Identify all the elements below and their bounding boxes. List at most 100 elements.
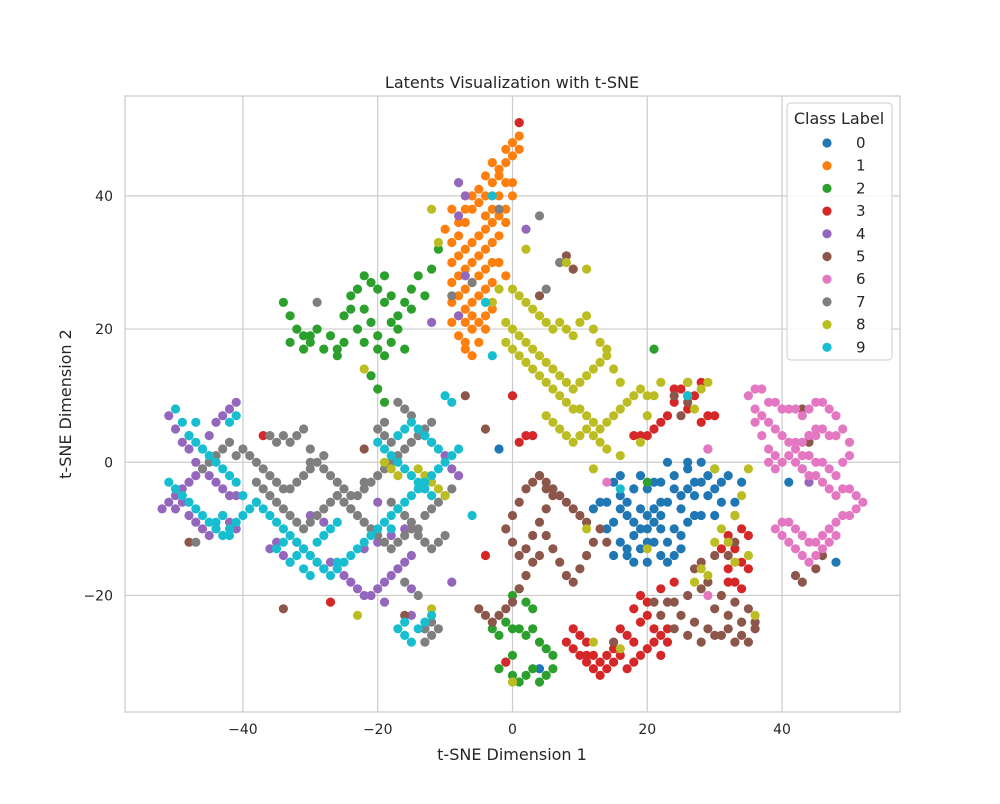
point-class-2 bbox=[534, 677, 545, 687]
point-class-6 bbox=[838, 484, 848, 494]
point-class-0 bbox=[642, 524, 652, 534]
point-class-6 bbox=[790, 404, 801, 414]
point-class-7 bbox=[406, 517, 416, 527]
point-class-1 bbox=[454, 251, 464, 261]
point-class-8 bbox=[582, 424, 592, 434]
point-class-5 bbox=[669, 391, 679, 401]
legend: Class Label 0 1 2 3 4 5 6 7 8 9 bbox=[786, 102, 893, 361]
point-class-7 bbox=[427, 504, 437, 514]
point-class-4 bbox=[177, 484, 187, 494]
point-class-2 bbox=[366, 277, 376, 288]
point-class-8 bbox=[609, 411, 619, 421]
point-class-9 bbox=[278, 524, 288, 534]
point-class-2 bbox=[352, 284, 363, 294]
point-class-6 bbox=[784, 537, 794, 547]
point-class-8 bbox=[683, 377, 693, 387]
point-class-5 bbox=[534, 517, 545, 527]
point-class-3 bbox=[507, 391, 518, 401]
plot-frame bbox=[124, 95, 901, 713]
point-class-8 bbox=[642, 544, 652, 554]
point-class-7 bbox=[211, 451, 221, 461]
point-class-2 bbox=[528, 604, 538, 614]
point-class-1 bbox=[460, 337, 470, 347]
point-class-7 bbox=[413, 431, 423, 441]
point-class-6 bbox=[844, 510, 855, 521]
point-class-6 bbox=[770, 524, 780, 534]
point-class-2 bbox=[433, 244, 443, 254]
point-class-4 bbox=[170, 491, 181, 501]
point-class-4 bbox=[406, 584, 416, 594]
point-class-6 bbox=[804, 471, 814, 481]
point-class-5 bbox=[817, 550, 828, 561]
point-class-9 bbox=[211, 524, 221, 534]
point-class-9 bbox=[325, 570, 336, 581]
point-class-5 bbox=[541, 477, 551, 487]
point-class-6 bbox=[811, 431, 821, 441]
point-class-4 bbox=[231, 491, 241, 501]
point-class-9 bbox=[245, 504, 255, 514]
point-class-7 bbox=[447, 484, 457, 494]
point-class-3 bbox=[582, 650, 592, 661]
point-class-3 bbox=[635, 431, 646, 441]
point-class-2 bbox=[642, 477, 652, 487]
point-class-5 bbox=[555, 491, 565, 501]
point-class-5 bbox=[797, 577, 807, 587]
point-class-3 bbox=[615, 624, 625, 634]
point-class-2 bbox=[548, 664, 558, 674]
point-class-2 bbox=[507, 670, 518, 681]
point-class-5 bbox=[514, 550, 524, 561]
point-class-6 bbox=[764, 444, 774, 454]
point-class-6 bbox=[824, 464, 834, 474]
point-class-3 bbox=[743, 530, 754, 541]
point-class-9 bbox=[420, 477, 430, 487]
point-class-7 bbox=[285, 437, 295, 447]
point-class-7 bbox=[285, 484, 295, 494]
point-class-2 bbox=[332, 351, 342, 361]
point-class-7 bbox=[352, 491, 363, 501]
point-class-1 bbox=[501, 204, 511, 214]
legend-label-1: 1 bbox=[856, 157, 866, 175]
point-class-5 bbox=[716, 630, 727, 641]
point-class-6 bbox=[703, 590, 713, 601]
point-class-8 bbox=[689, 404, 700, 414]
point-class-1 bbox=[487, 277, 497, 288]
point-class-5 bbox=[561, 570, 572, 581]
point-class-6 bbox=[757, 411, 767, 421]
point-class-7 bbox=[272, 497, 282, 507]
point-class-5 bbox=[521, 570, 531, 581]
point-class-4 bbox=[447, 577, 457, 587]
point-class-7 bbox=[379, 537, 390, 547]
point-class-0 bbox=[683, 484, 693, 494]
point-class-7 bbox=[191, 537, 201, 547]
point-class-8 bbox=[575, 431, 585, 441]
point-class-5 bbox=[582, 550, 592, 561]
point-class-2 bbox=[507, 590, 518, 601]
point-class-9 bbox=[427, 610, 437, 621]
point-class-9 bbox=[400, 630, 410, 641]
point-class-3 bbox=[649, 637, 659, 647]
x-tick-label: −40 bbox=[228, 722, 258, 738]
point-class-9 bbox=[231, 411, 241, 421]
point-class-5 bbox=[595, 524, 605, 534]
legend-label-4: 4 bbox=[856, 225, 866, 243]
point-class-8 bbox=[487, 297, 497, 307]
point-class-4 bbox=[224, 517, 235, 527]
point-class-3 bbox=[609, 657, 619, 667]
legend-marker-1 bbox=[822, 161, 832, 171]
point-class-3 bbox=[649, 424, 659, 434]
point-class-6 bbox=[764, 457, 774, 467]
point-class-8 bbox=[588, 324, 599, 334]
point-class-8 bbox=[507, 324, 518, 334]
point-class-1 bbox=[487, 158, 497, 168]
point-class-8 bbox=[696, 384, 706, 394]
point-class-6 bbox=[811, 537, 821, 547]
point-class-9 bbox=[420, 617, 430, 627]
point-class-3 bbox=[575, 630, 585, 641]
point-class-4 bbox=[164, 497, 174, 507]
point-class-9 bbox=[272, 517, 282, 527]
point-class-5 bbox=[582, 517, 592, 527]
point-class-9 bbox=[447, 451, 457, 461]
point-class-9 bbox=[204, 517, 214, 527]
point-class-1 bbox=[501, 158, 511, 168]
point-class-2 bbox=[386, 291, 396, 301]
